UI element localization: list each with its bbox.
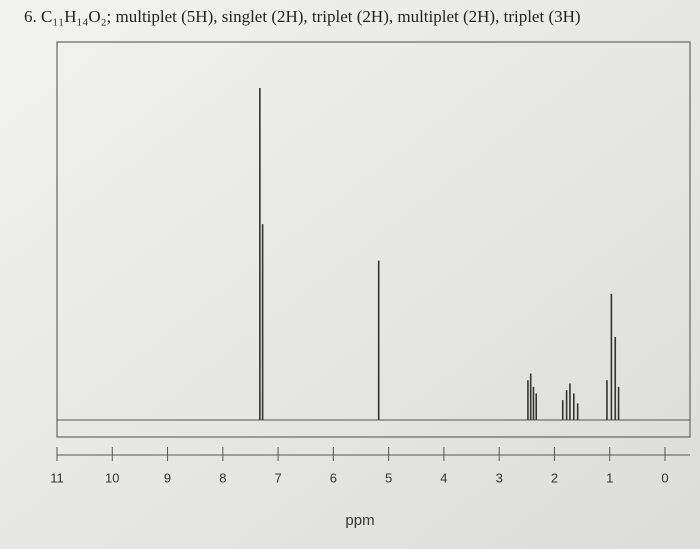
x-tick-label: 4 — [440, 470, 447, 485]
x-tick-label: 1 — [606, 470, 613, 485]
x-tick-label: 7 — [274, 470, 281, 485]
x-tick-label: 6 — [330, 470, 337, 485]
x-tick-label: 0 — [661, 470, 668, 485]
plot-frame — [56, 41, 691, 438]
x-tick-label: 11 — [50, 470, 64, 485]
x-axis-label: ppm — [345, 512, 374, 529]
x-tick-label: 5 — [385, 470, 392, 485]
x-tick-label: 2 — [551, 470, 558, 485]
x-tick-label: 10 — [105, 470, 119, 485]
chart-title: 6. C₁₁H₁₄O₂; multiplet (5H), singlet (2H… — [24, 7, 581, 26]
x-tick-label: 9 — [164, 470, 171, 485]
x-tick-label: 3 — [496, 470, 503, 485]
x-tick-label: 8 — [219, 470, 226, 485]
